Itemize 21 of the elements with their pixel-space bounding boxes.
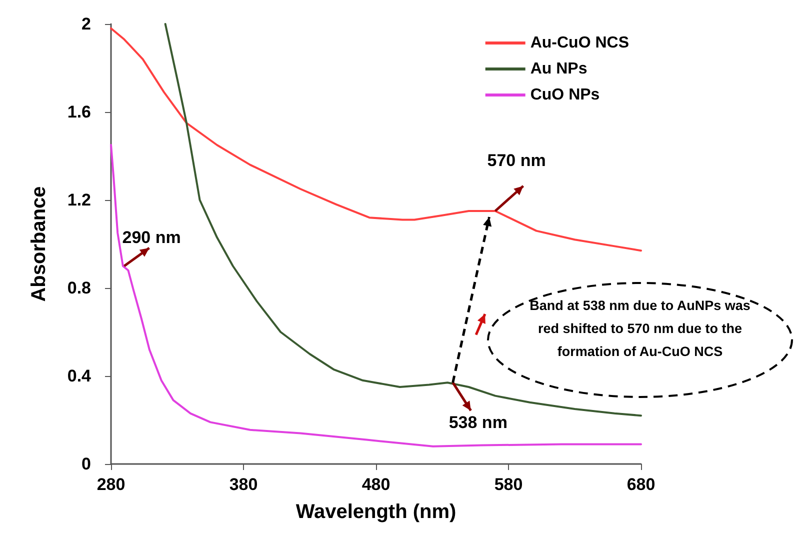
x-tick-label: 280 xyxy=(96,475,126,494)
x-tick-label: 380 xyxy=(229,475,258,494)
annotation: Band at 538 nm due to AuNPs was red shifted to 570 nm due to the formation of Au-CuO NCS xyxy=(528,297,752,361)
x-axis-title: Wavelength (nm) xyxy=(296,501,456,523)
annotation: 290 nm xyxy=(122,228,181,248)
x-tick-label: 680 xyxy=(626,475,656,494)
annotation: 538 nm xyxy=(448,412,508,433)
annotation: 570 nm xyxy=(487,151,546,171)
y-tick-label: 1.6 xyxy=(67,102,91,122)
y-tick-label: 0 xyxy=(82,454,91,474)
legend-label: Au NPs xyxy=(530,60,588,78)
legend-label: CuO NPs xyxy=(530,86,600,104)
y-tick-label: 0.4 xyxy=(67,366,92,386)
y-tick-label: 0.8 xyxy=(67,278,91,298)
x-tick-label: 480 xyxy=(362,475,390,494)
x-tick-label: 580 xyxy=(494,475,523,494)
y-tick-label: 1.2 xyxy=(67,190,91,210)
y-axis-title: Absorbance xyxy=(28,186,50,302)
line-series xyxy=(110,27,642,252)
legend-label: Au-CuO NCS xyxy=(530,34,630,52)
y-tick-label: 2 xyxy=(82,14,91,34)
